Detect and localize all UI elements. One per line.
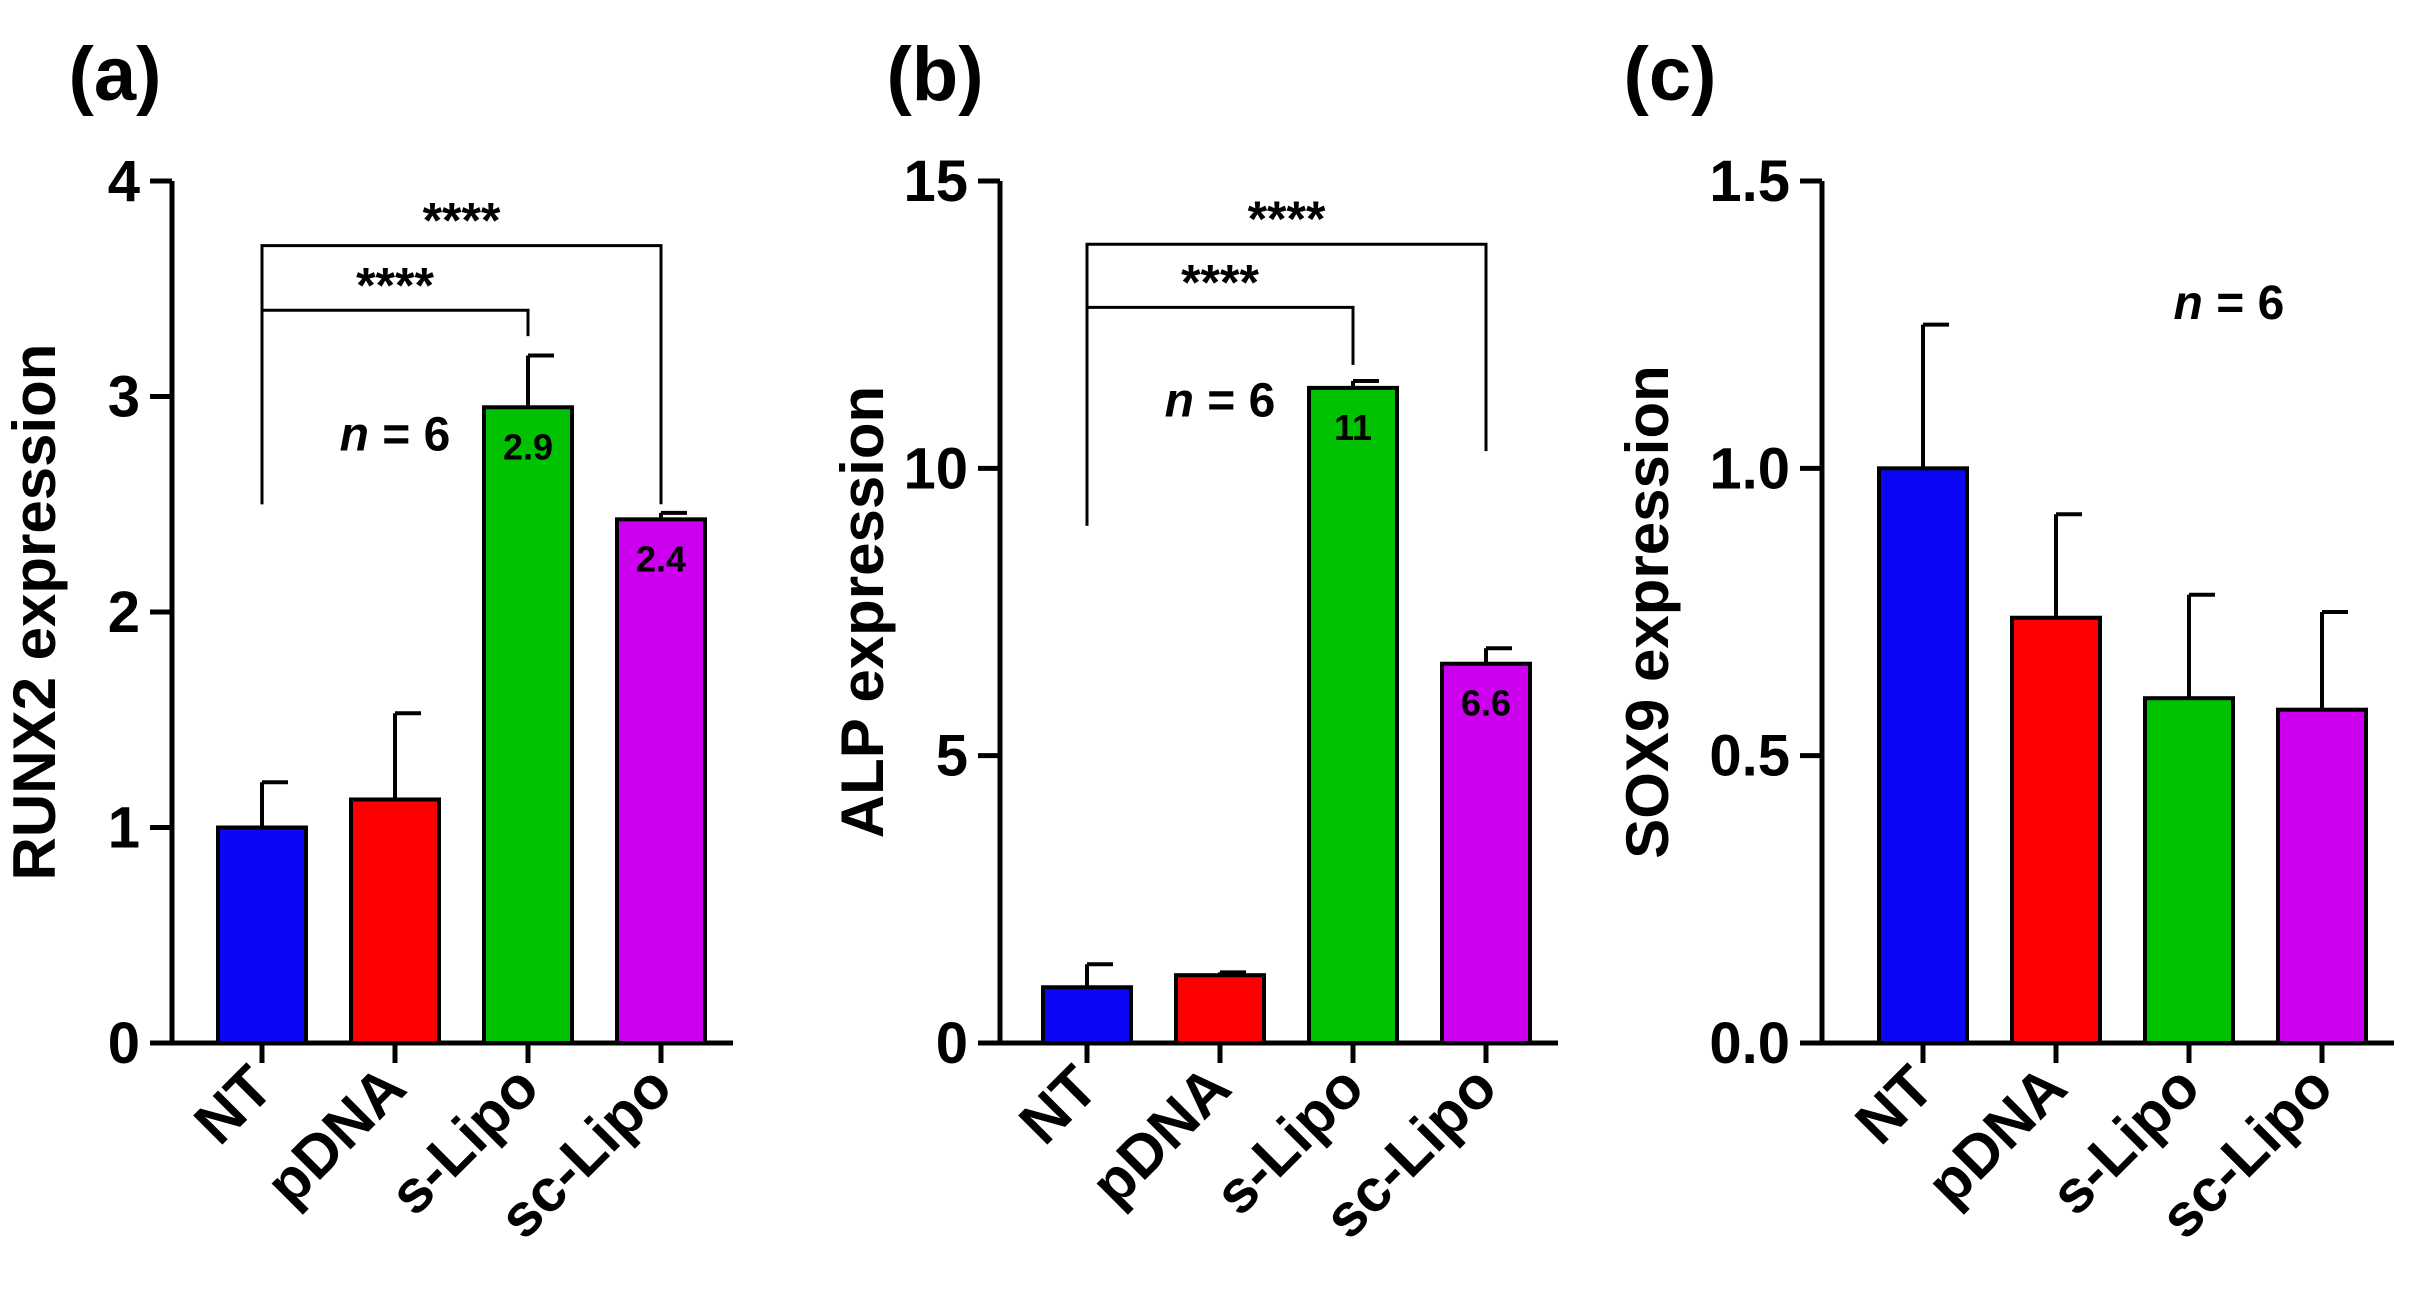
significance-label: **** (356, 257, 434, 313)
panel-label: (c) (1624, 32, 1717, 117)
y-tick-label: 10 (903, 436, 968, 501)
bar-value-label: 6.6 (1461, 683, 1511, 724)
significance-label: **** (1248, 191, 1326, 247)
bar-value-label: 2.4 (636, 538, 686, 579)
x-tick-label: NT (1842, 1053, 1946, 1157)
y-tick-label: 0.0 (1709, 1011, 1790, 1076)
y-tick-label: 0 (936, 1011, 968, 1076)
x-tick-label: NT (1006, 1053, 1110, 1157)
sample-size-n: n (2174, 277, 2203, 330)
bar-value-label: 2.9 (503, 426, 553, 467)
significance-label: **** (423, 193, 501, 249)
bar-sc-lipo (2276, 707, 2368, 1046)
y-tick-label: 2 (108, 580, 140, 645)
y-axis-label: SOX9 expression (1614, 365, 1681, 859)
y-tick-label: 1.5 (1709, 149, 1790, 214)
bar-nt (1041, 985, 1133, 1045)
bar-s-lipo (1307, 385, 1399, 1045)
y-axis-label: ALP expression (829, 386, 896, 838)
sample-size-annotation: n = 6 (340, 408, 451, 461)
x-tick-label: NT (181, 1053, 285, 1157)
bar-pdna (1174, 973, 1266, 1045)
y-tick-label: 1.0 (1709, 436, 1790, 501)
panel-label: (b) (886, 32, 983, 117)
y-tick-label: 4 (108, 149, 140, 214)
bar-sc-lipo (615, 517, 707, 1045)
significance-bracket (260, 244, 663, 505)
bar-value-label: 11 (1334, 407, 1372, 448)
sample-size-annotation: n = 6 (2174, 277, 2285, 330)
y-tick-label: 5 (936, 724, 968, 789)
significance-bracket (1085, 242, 1488, 526)
bar-pdna (2010, 615, 2102, 1045)
sample-size-n: n (1165, 375, 1194, 428)
sample-size-value: = 6 (1194, 375, 1275, 428)
y-tick-label: 15 (903, 149, 968, 214)
sample-size-annotation: n = 6 (1165, 375, 1276, 428)
y-tick-label: 0 (108, 1011, 140, 1076)
sample-size-value: = 6 (369, 408, 450, 461)
panel-label: (a) (69, 32, 162, 117)
y-tick-label: 3 (108, 365, 140, 430)
sample-size-value: = 6 (2203, 277, 2284, 330)
bar-pdna (349, 797, 441, 1045)
y-tick-label: 1 (108, 796, 140, 861)
bar-nt (216, 825, 308, 1045)
significance-label: **** (1181, 254, 1259, 310)
bar-s-lipo (482, 405, 574, 1045)
bar-s-lipo (2143, 696, 2235, 1045)
y-tick-label: 0.5 (1709, 724, 1790, 789)
sample-size-n: n (340, 408, 369, 461)
bar-nt (1877, 466, 1969, 1046)
y-axis-label: RUNX2 expression (1, 344, 68, 881)
